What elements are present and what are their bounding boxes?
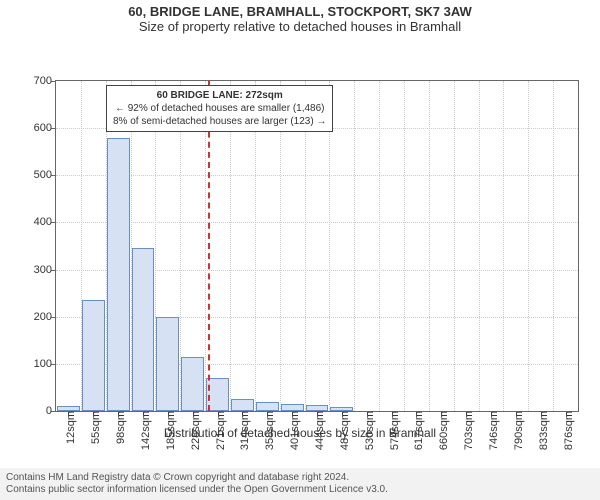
annotation-line1: 60 BRIDGE LANE: 272sqm — [113, 89, 326, 102]
gridline-v — [379, 81, 380, 411]
gridline-h — [56, 175, 578, 176]
footer-line1: Contains HM Land Registry data © Crown c… — [6, 472, 594, 484]
gridline-v — [553, 81, 554, 411]
ytick-label: 200 — [22, 311, 56, 323]
ytick-label: 0 — [22, 405, 56, 417]
histogram-bar — [107, 138, 130, 411]
gridline-h — [56, 222, 578, 223]
gridline-v — [404, 81, 405, 411]
gridline-v — [479, 81, 480, 411]
histogram-bar — [82, 300, 105, 411]
gridline-v — [503, 81, 504, 411]
histogram-bar — [256, 402, 279, 411]
ytick-label: 400 — [22, 216, 56, 228]
annotation-line3: 8% of semi-detached houses are larger (1… — [113, 115, 326, 128]
ytick-label: 300 — [22, 264, 56, 276]
footer-line2: Contains public sector information licen… — [6, 484, 594, 496]
chart-container: Number of detached properties 0100200300… — [0, 36, 600, 470]
histogram-bar — [281, 404, 304, 411]
footer: Contains HM Land Registry data © Crown c… — [0, 468, 600, 500]
histogram-bar — [330, 407, 353, 411]
gridline-v — [528, 81, 529, 411]
gridline-v — [454, 81, 455, 411]
gridline-v — [429, 81, 430, 411]
ytick-label: 700 — [22, 75, 56, 87]
histogram-bar — [306, 405, 329, 411]
ytick-label: 100 — [22, 358, 56, 370]
histogram-bar — [231, 399, 254, 411]
histogram-bar — [132, 248, 155, 411]
annotation-box: 60 BRIDGE LANE: 272sqm ← 92% of detached… — [106, 85, 333, 132]
plot-area: 010020030040050060070012sqm55sqm98sqm142… — [55, 80, 579, 412]
gridline-v — [354, 81, 355, 411]
page-title-address: 60, BRIDGE LANE, BRAMHALL, STOCKPORT, SK… — [0, 0, 600, 19]
page-title-desc: Size of property relative to detached ho… — [0, 19, 600, 36]
histogram-bar — [181, 357, 204, 411]
x-axis-label: Distribution of detached houses by size … — [0, 426, 600, 440]
histogram-bar — [57, 406, 80, 411]
ytick-label: 600 — [22, 122, 56, 134]
ytick-label: 500 — [22, 169, 56, 181]
annotation-line2: ← 92% of detached houses are smaller (1,… — [113, 102, 326, 115]
histogram-bar — [156, 317, 179, 411]
